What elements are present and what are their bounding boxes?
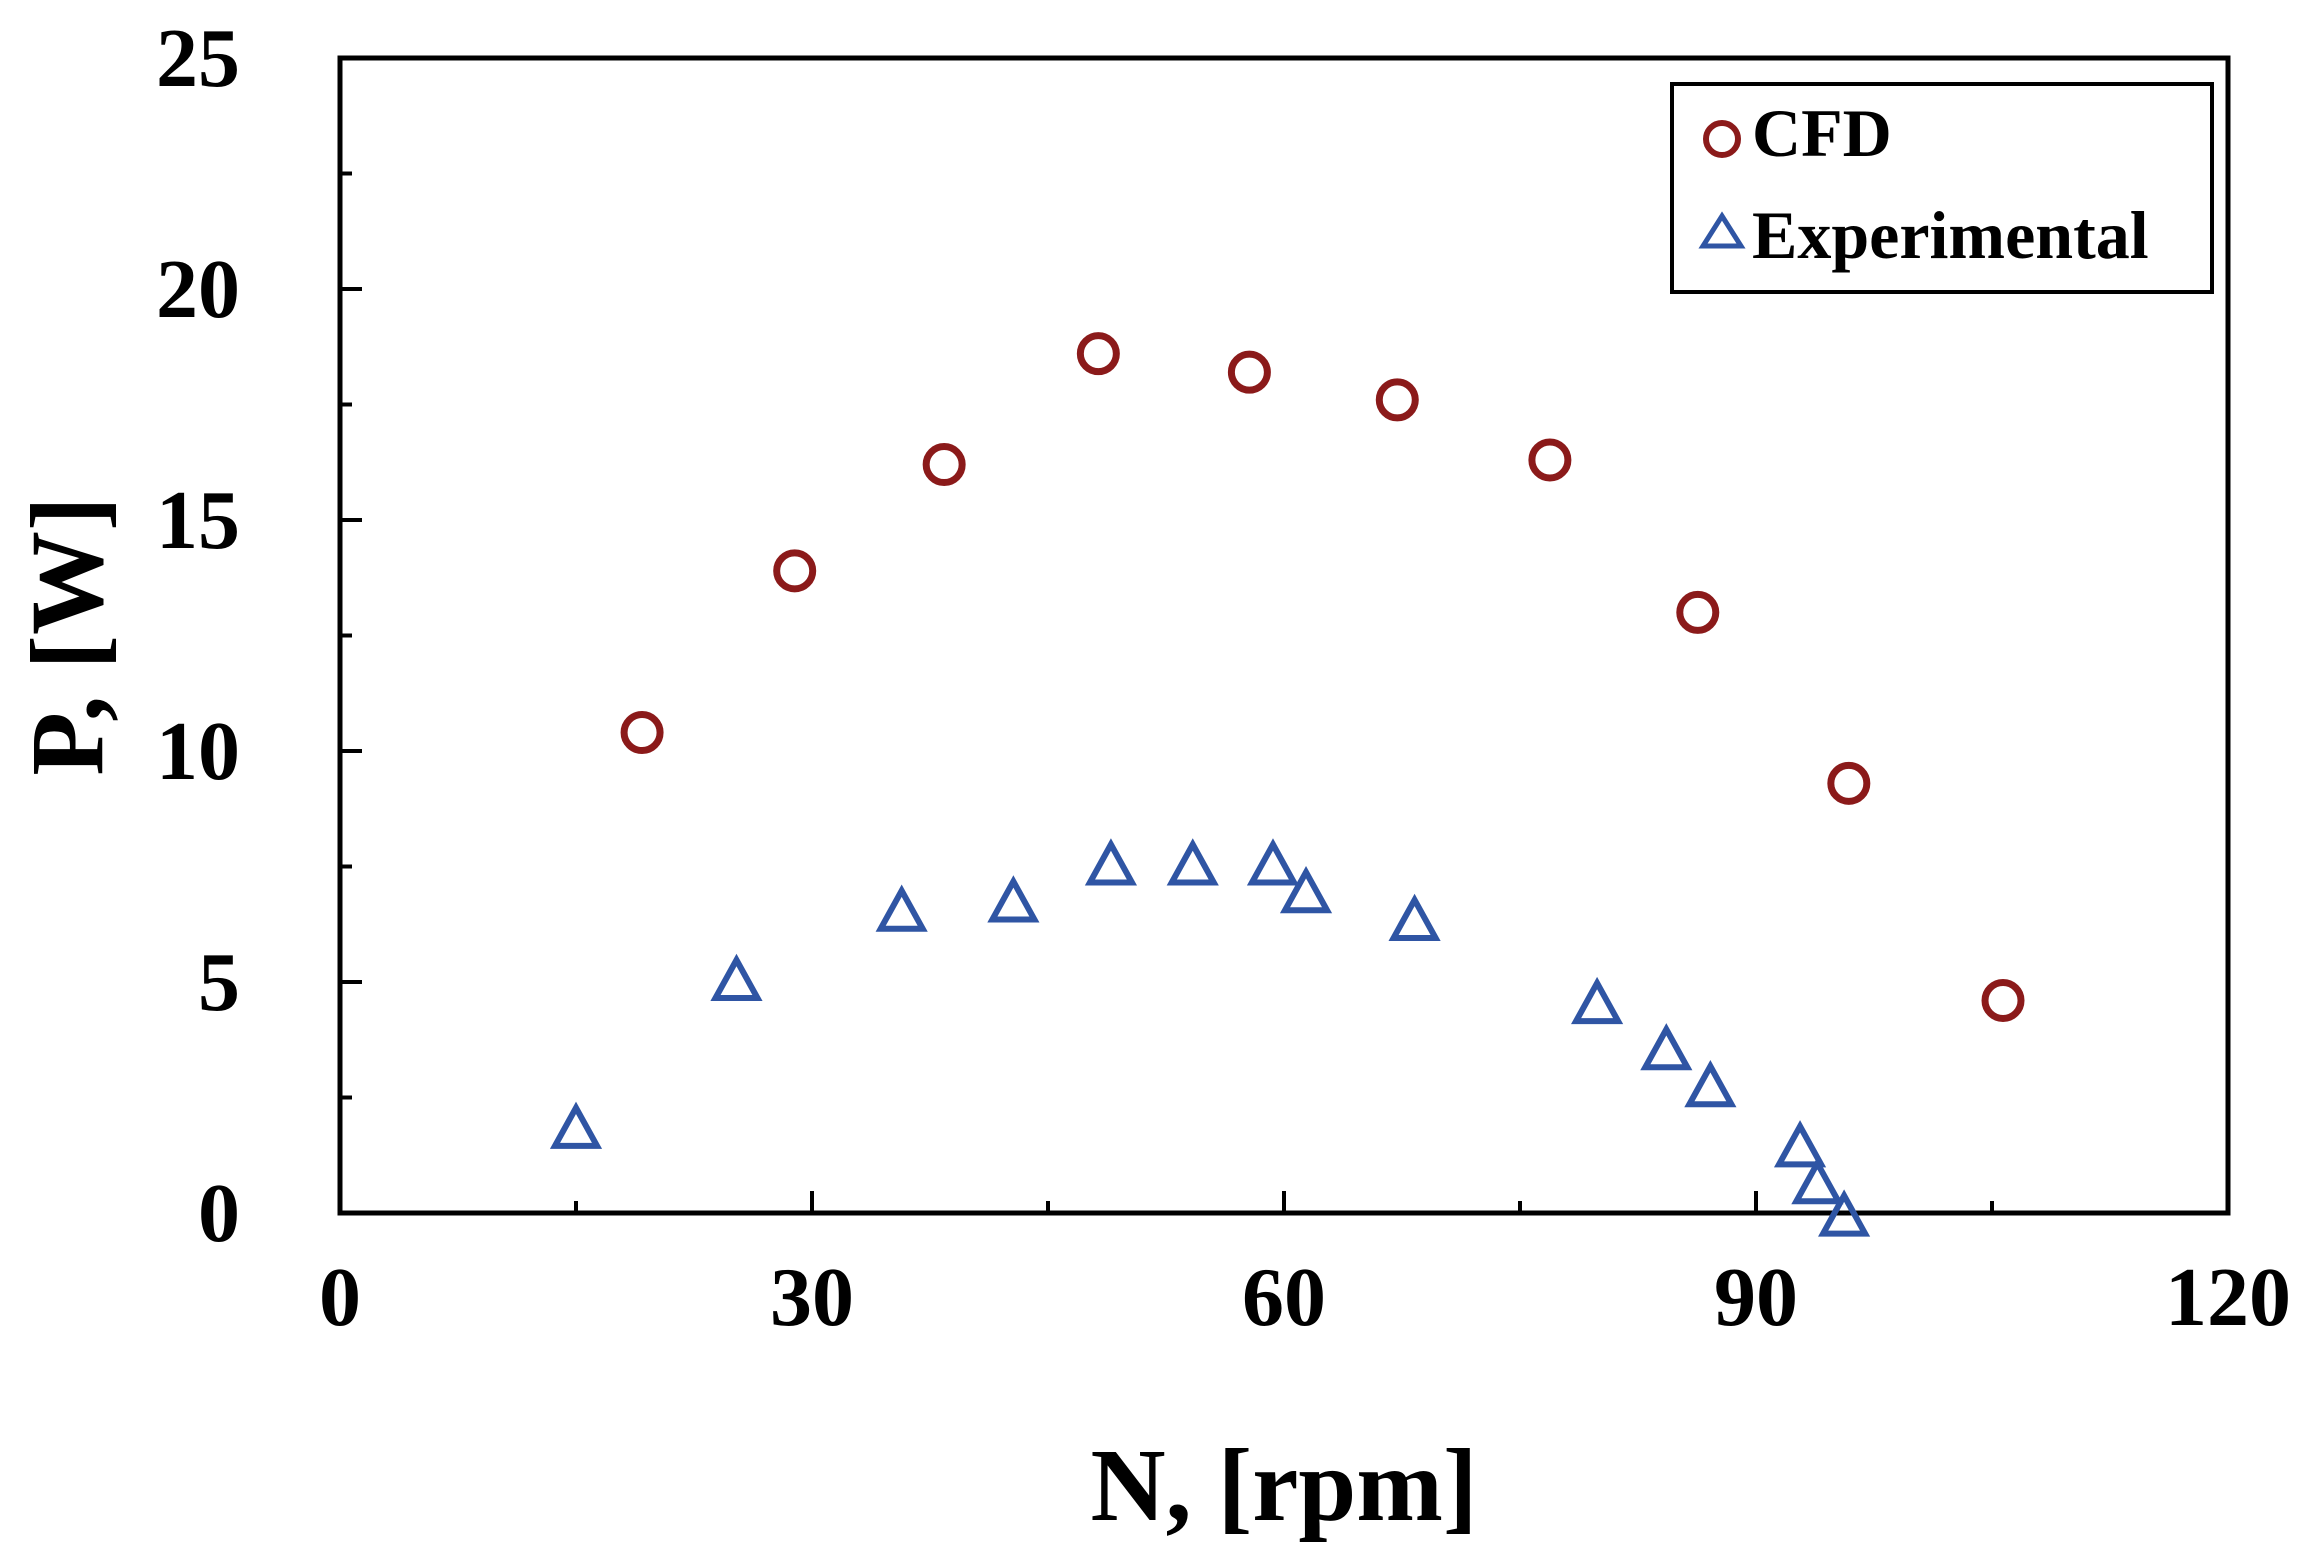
legend-cfd-circle-icon (1703, 120, 1741, 158)
cfd-point (922, 443, 966, 487)
series-cfd (620, 332, 2025, 1022)
y-tick-label: 10 (156, 705, 240, 798)
experimental-point (987, 875, 1040, 923)
y-tick-label: 25 (156, 12, 240, 105)
cfd-point (1375, 378, 1419, 422)
experimental-point (710, 953, 763, 1001)
cfd-point (1227, 350, 1271, 394)
x-tick-label: 120 (2165, 1251, 2291, 1344)
legend-label-cfd: CFD (1752, 95, 1892, 171)
cfd-point (1076, 332, 1120, 376)
data-marks (549, 332, 2025, 1237)
y-tick-label: 15 (156, 474, 240, 567)
experimental-point (1571, 976, 1624, 1025)
experimental-point (1791, 1157, 1844, 1205)
cfd-point (1827, 761, 1871, 805)
y-tick-label: 0 (198, 1167, 240, 1260)
x-tick-label: 90 (1714, 1251, 1798, 1344)
legend-box (1670, 82, 2214, 294)
experimental-point (875, 884, 928, 932)
experimental-point (1684, 1060, 1737, 1108)
experimental-point (1084, 838, 1138, 886)
legend: CFD Experimental (1670, 82, 2214, 294)
y-axis-title: P, [W] (10, 496, 125, 775)
cfd-point (1981, 978, 2025, 1022)
x-tick-label: 60 (1242, 1251, 1326, 1344)
x-tick-label: 0 (319, 1251, 361, 1344)
experimental-point (549, 1101, 603, 1149)
experimental-point (1246, 838, 1300, 886)
y-tick-label: 20 (156, 243, 240, 336)
experimental-point (1166, 838, 1219, 886)
cfd-point (1676, 590, 1720, 634)
experimental-point (1773, 1120, 1827, 1168)
x-tick-label: 30 (770, 1251, 854, 1344)
axis-ticks: 0 30 60 90 120 0 5 10 15 20 25 (156, 12, 2291, 1344)
experimental-point (1640, 1023, 1693, 1071)
cfd-point (773, 549, 817, 593)
legend-label-experimental: Experimental (1752, 197, 2149, 273)
x-axis-title: N, [rpm] (1090, 1428, 1477, 1543)
y-tick-label: 5 (198, 936, 240, 1029)
legend-experimental-triangle-icon (1698, 211, 1746, 249)
cfd-point (1528, 438, 1572, 482)
series-experimental (549, 838, 1871, 1237)
cfd-point (620, 711, 664, 755)
experimental-point (1279, 866, 1333, 914)
experimental-point (1388, 893, 1441, 941)
experimental-point (1818, 1189, 1871, 1237)
